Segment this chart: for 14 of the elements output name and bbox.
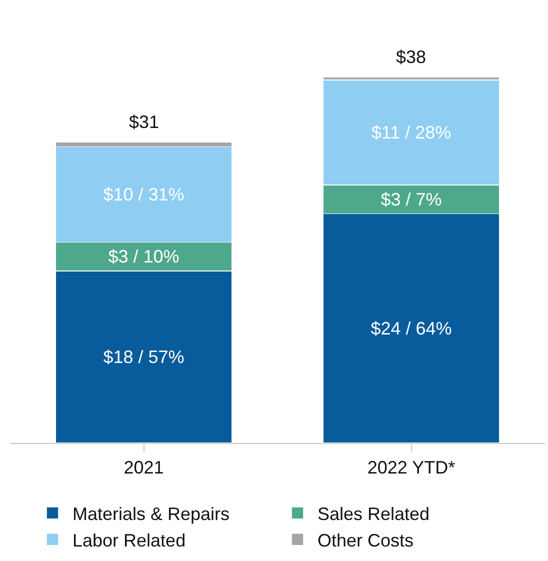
legend-label: Labor Related <box>72 530 186 550</box>
data-label: $18 / 57% <box>103 346 184 367</box>
total-label: $38 <box>396 47 426 67</box>
legend-label: Sales Related <box>318 504 430 524</box>
total-label: $31 <box>129 112 160 132</box>
data-label: $3 / 10% <box>108 246 180 267</box>
legend-label: Materials & Repairs <box>72 504 230 524</box>
data-label: $24 / 64% <box>370 318 452 338</box>
legend-label: Other Costs <box>318 530 414 550</box>
data-label: $11 / 28% <box>371 122 452 142</box>
x-tick-label: 2021 <box>124 458 164 478</box>
data-label: $10 / 31% <box>103 184 184 205</box>
data-label: $3 / 7% <box>380 189 442 210</box>
x-tick-label: 2022 YTD* <box>367 458 456 478</box>
